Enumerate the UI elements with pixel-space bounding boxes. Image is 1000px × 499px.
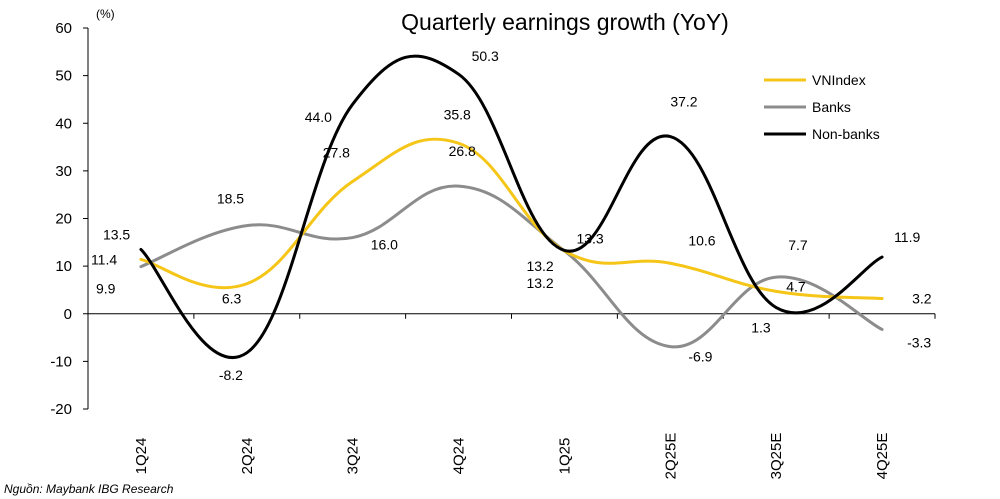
x-tick-label: 2Q25E (662, 433, 679, 480)
data-label: 13.2 (526, 258, 553, 274)
data-labels: 11.4 6.3 27.8 35.8 13.2 10.6 4.7 3.2 9.9 18.5 16.0… (91, 48, 932, 383)
x-tick-label: 4Q24 (451, 438, 468, 475)
data-label: 4.7 (786, 278, 806, 294)
data-label: 26.8 (449, 143, 476, 159)
data-label: -6.9 (688, 349, 712, 365)
y-tick-label: 0 (64, 306, 72, 323)
data-label: 27.8 (323, 144, 350, 160)
y-tick-label: 60 (55, 20, 72, 37)
data-label: 13.3 (576, 230, 603, 246)
y-tick-label: 10 (55, 258, 72, 275)
y-tick-label: -20 (50, 401, 72, 418)
data-label: 35.8 (444, 106, 471, 122)
y-tick-label: 40 (55, 115, 72, 132)
legend-label: Non-banks (812, 126, 880, 142)
data-label: 50.3 (472, 48, 499, 64)
series-line-non-banks (139, 54, 884, 359)
data-label: 10.6 (688, 232, 715, 248)
legend-label: VNIndex (812, 72, 866, 88)
data-label: 6.3 (222, 291, 242, 307)
y-tick-label: -10 (50, 353, 72, 370)
y-tick-label: 30 (55, 163, 72, 180)
data-label: 7.7 (788, 237, 808, 253)
data-label: -8.2 (219, 367, 243, 383)
source-note: Nguồn: Maybank IBG Research (4, 482, 174, 496)
chart-title: Quarterly earnings growth (YoY) (401, 9, 729, 35)
data-label: 1.3 (751, 320, 771, 336)
data-label: 16.0 (371, 237, 398, 253)
data-label: 13.5 (103, 226, 130, 242)
x-tick-label: 1Q25 (556, 438, 573, 475)
data-label: 13.2 (526, 275, 553, 291)
data-label: 11.4 (91, 251, 117, 267)
x-tick-label: 4Q25E (874, 433, 891, 480)
series-lines (139, 54, 884, 359)
data-label: 18.5 (217, 191, 244, 207)
data-label: 11.9 (894, 229, 920, 245)
series-line-banks (139, 184, 884, 349)
data-label: -3.3 (907, 334, 931, 350)
data-label: 9.9 (96, 281, 116, 297)
data-label: 44.0 (305, 109, 332, 125)
legend: VNIndex Banks Non-banks (764, 72, 880, 142)
x-tick-label: 2Q24 (239, 438, 256, 475)
series-line-vnindex (139, 137, 884, 301)
data-label: 37.2 (670, 94, 697, 110)
x-tick-label: 3Q24 (345, 438, 362, 475)
y-tick-label: 20 (55, 211, 72, 228)
y-tick-label: 50 (55, 68, 72, 85)
x-tick-label: 1Q24 (133, 438, 150, 475)
unit-label: (%) (96, 7, 115, 21)
data-label: 3.2 (912, 291, 932, 307)
x-tick-label: 3Q25E (768, 433, 785, 480)
legend-label: Banks (812, 99, 851, 115)
